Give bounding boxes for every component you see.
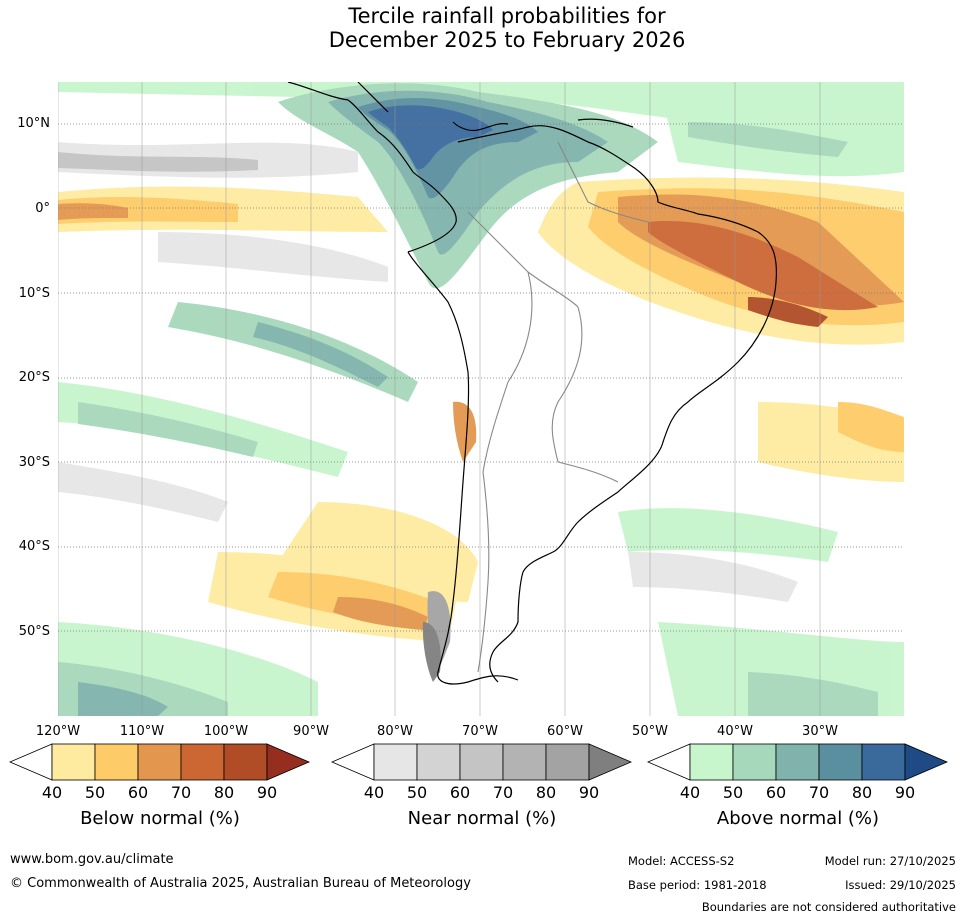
country-borders [467, 141, 649, 673]
rainfall-probability-map [58, 82, 904, 716]
model-name: Model: ACCESS-S2 [628, 854, 735, 868]
title-line-1: Tercile rainfall probabilities for [348, 4, 666, 28]
near-tick: 90 [578, 783, 600, 802]
above-tick: 80 [851, 783, 873, 802]
title-line-2: December 2025 to February 2026 [328, 28, 686, 52]
colorbar-below-bin [137, 743, 182, 781]
colorbar-below-bin [223, 743, 268, 781]
colorbar-above-bin [775, 743, 820, 781]
lat-label-10n: 10°N [17, 116, 50, 131]
above-normal-label: Above normal (%) [716, 808, 880, 829]
colorbar-below-bin [51, 743, 96, 781]
near-tick: 70 [492, 783, 514, 802]
lon-label-30w: 30°W [802, 724, 838, 739]
colorbars [8, 743, 949, 781]
colorbar-below-bin [180, 743, 225, 781]
map-canvas [58, 82, 904, 716]
lat-label-20s: 20°S [18, 370, 50, 385]
colorbar-above-bin [689, 743, 734, 781]
below-tick: 90 [256, 783, 278, 802]
below-normal-label: Below normal (%) [80, 808, 240, 829]
map-title: Tercile rainfall probabilities for Decem… [0, 4, 965, 52]
lon-label-100w: 100°W [203, 724, 249, 739]
copyright: © Commonwealth of Australia 2025, Austra… [10, 876, 471, 891]
lat-label-10s: 10°S [18, 286, 50, 301]
lon-label-70w: 70°W [462, 724, 498, 739]
lat-label-30s: 30°S [18, 455, 50, 470]
colorbar-above-bin [818, 743, 863, 781]
below-tick: 50 [84, 783, 106, 802]
near-tick: 60 [449, 783, 471, 802]
colorbar-below-bin [94, 743, 139, 781]
lon-label-50w: 50°W [632, 724, 668, 739]
lat-label-50s: 50°S [18, 624, 50, 639]
graticule-meridians [58, 82, 821, 716]
issued-date: Issued: 29/10/2025 [845, 878, 956, 892]
graticule [58, 123, 904, 632]
probability-shading [58, 82, 904, 716]
below-tick: 70 [170, 783, 192, 802]
lon-label-120w: 120°W [35, 724, 81, 739]
below-tick: 80 [213, 783, 235, 802]
colorbar-above-bin [861, 743, 906, 781]
colorbar-below-min [8, 743, 53, 781]
colorbar-near-bin [545, 743, 590, 781]
colorbar-near-max [588, 743, 633, 781]
colorbar-near-min [330, 743, 375, 781]
near-tick: 40 [363, 783, 385, 802]
lat-label-40s: 40°S [18, 539, 50, 554]
above-tick: 40 [679, 783, 701, 802]
near-normal-label: Near normal (%) [407, 808, 557, 829]
bom-url: www.bom.gov.au/climate [10, 852, 174, 867]
boundary-disclaimer: Boundaries are not considered authoritat… [701, 900, 956, 914]
coastlines [287, 82, 778, 685]
lon-label-90w: 90°W [293, 724, 329, 739]
lon-label-80w: 80°W [377, 724, 413, 739]
near-tick: 50 [406, 783, 428, 802]
above-tick: 60 [765, 783, 787, 802]
lon-label-110w: 110°W [119, 724, 165, 739]
near-tick: 80 [535, 783, 557, 802]
above-tick: 90 [894, 783, 916, 802]
colorbar-near-bin [459, 743, 504, 781]
colorbar-near-bin [502, 743, 547, 781]
lon-label-60w: 60°W [547, 724, 583, 739]
colorbar-above-min [646, 743, 691, 781]
colorbar-near [330, 743, 633, 781]
above-tick: 50 [722, 783, 744, 802]
colorbar-above-max [904, 743, 949, 781]
colorbar-above-bin [732, 743, 777, 781]
model-run: Model run: 27/10/2025 [824, 854, 956, 868]
lon-label-40w: 40°W [717, 724, 753, 739]
colorbar-below [8, 743, 311, 781]
base-period: Base period: 1981-2018 [628, 878, 767, 892]
below-tick: 40 [41, 783, 63, 802]
above-tick: 70 [808, 783, 830, 802]
lat-label-equator: 0° [35, 201, 50, 216]
colorbar-above [646, 743, 949, 781]
colorbar-near-bin [373, 743, 418, 781]
below-tick: 60 [127, 783, 149, 802]
colorbar-near-bin [416, 743, 461, 781]
colorbar-below-max [266, 743, 311, 781]
